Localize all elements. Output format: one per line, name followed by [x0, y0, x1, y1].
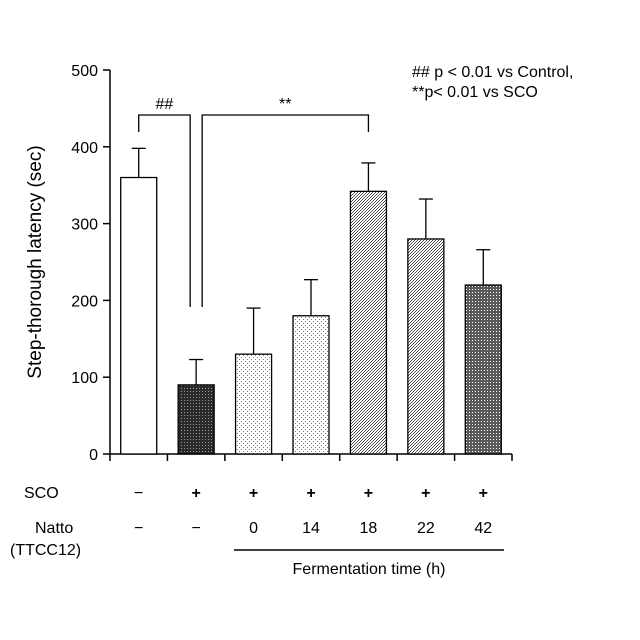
bracket-vs-sco: [202, 115, 368, 307]
significance-brackets: ## **: [139, 96, 369, 307]
bar-22: [408, 239, 444, 454]
bar-18: [350, 191, 386, 454]
condition-natto-value-4: 18: [360, 520, 378, 537]
legend: ## p < 0.01 vs Control, **p< 0.01 vs SCO: [412, 64, 573, 101]
condition-sco-value-2: +: [249, 485, 258, 502]
condition-sco-value-4: +: [364, 485, 373, 502]
bar-0: [236, 354, 272, 454]
bar-SCO: [178, 385, 214, 454]
condition-sco-value-0: −: [134, 485, 143, 502]
condition-natto-value-3: 14: [302, 520, 320, 537]
y-tick-label-500: 500: [71, 63, 98, 80]
y-tick-label-0: 0: [89, 447, 98, 464]
legend-line-2: **p< 0.01 vs SCO: [412, 84, 538, 101]
bracket-label-vs-sco: **: [279, 96, 291, 113]
fermentation-bracket-label: Fermentation time (h): [293, 561, 446, 578]
y-axis-title: Step-thorough latency (sec): [25, 145, 46, 378]
y-tick-label-400: 400: [71, 140, 98, 157]
condition-natto-value-2: 0: [249, 520, 258, 537]
bar-Control: [121, 178, 157, 454]
y-tick-label-100: 100: [71, 370, 98, 387]
condition-label-sco: SCO: [24, 485, 59, 502]
condition-sco-value-1: +: [191, 485, 200, 502]
x-axis: [110, 454, 512, 461]
condition-sco-value-5: +: [421, 485, 430, 502]
condition-values: − + + + + + + − − 0 14 18 22 42: [134, 485, 492, 537]
condition-sco-value-3: +: [306, 485, 315, 502]
bar-42: [465, 285, 501, 454]
bar-14: [293, 316, 329, 454]
condition-label-natto-strain: (TTCC12): [10, 542, 81, 559]
bracket-label-vs-control: ##: [156, 96, 174, 113]
condition-natto-value-5: 22: [417, 520, 435, 537]
y-tick-label-200: 200: [71, 293, 98, 310]
legend-line-1: ## p < 0.01 vs Control,: [412, 64, 573, 81]
condition-natto-value-1: −: [191, 520, 200, 537]
y-axis: 0 100 200 300 400 500: [71, 63, 110, 464]
condition-natto-value-6: 42: [474, 520, 492, 537]
condition-sco-value-6: +: [479, 485, 488, 502]
condition-natto-value-0: −: [134, 520, 143, 537]
condition-label-natto: Natto: [35, 520, 73, 537]
y-tick-label-300: 300: [71, 217, 98, 234]
condition-table: SCO Natto (TTCC12) − + + + + + + − − 0 14 18 22 42 Fe…: [10, 485, 504, 578]
